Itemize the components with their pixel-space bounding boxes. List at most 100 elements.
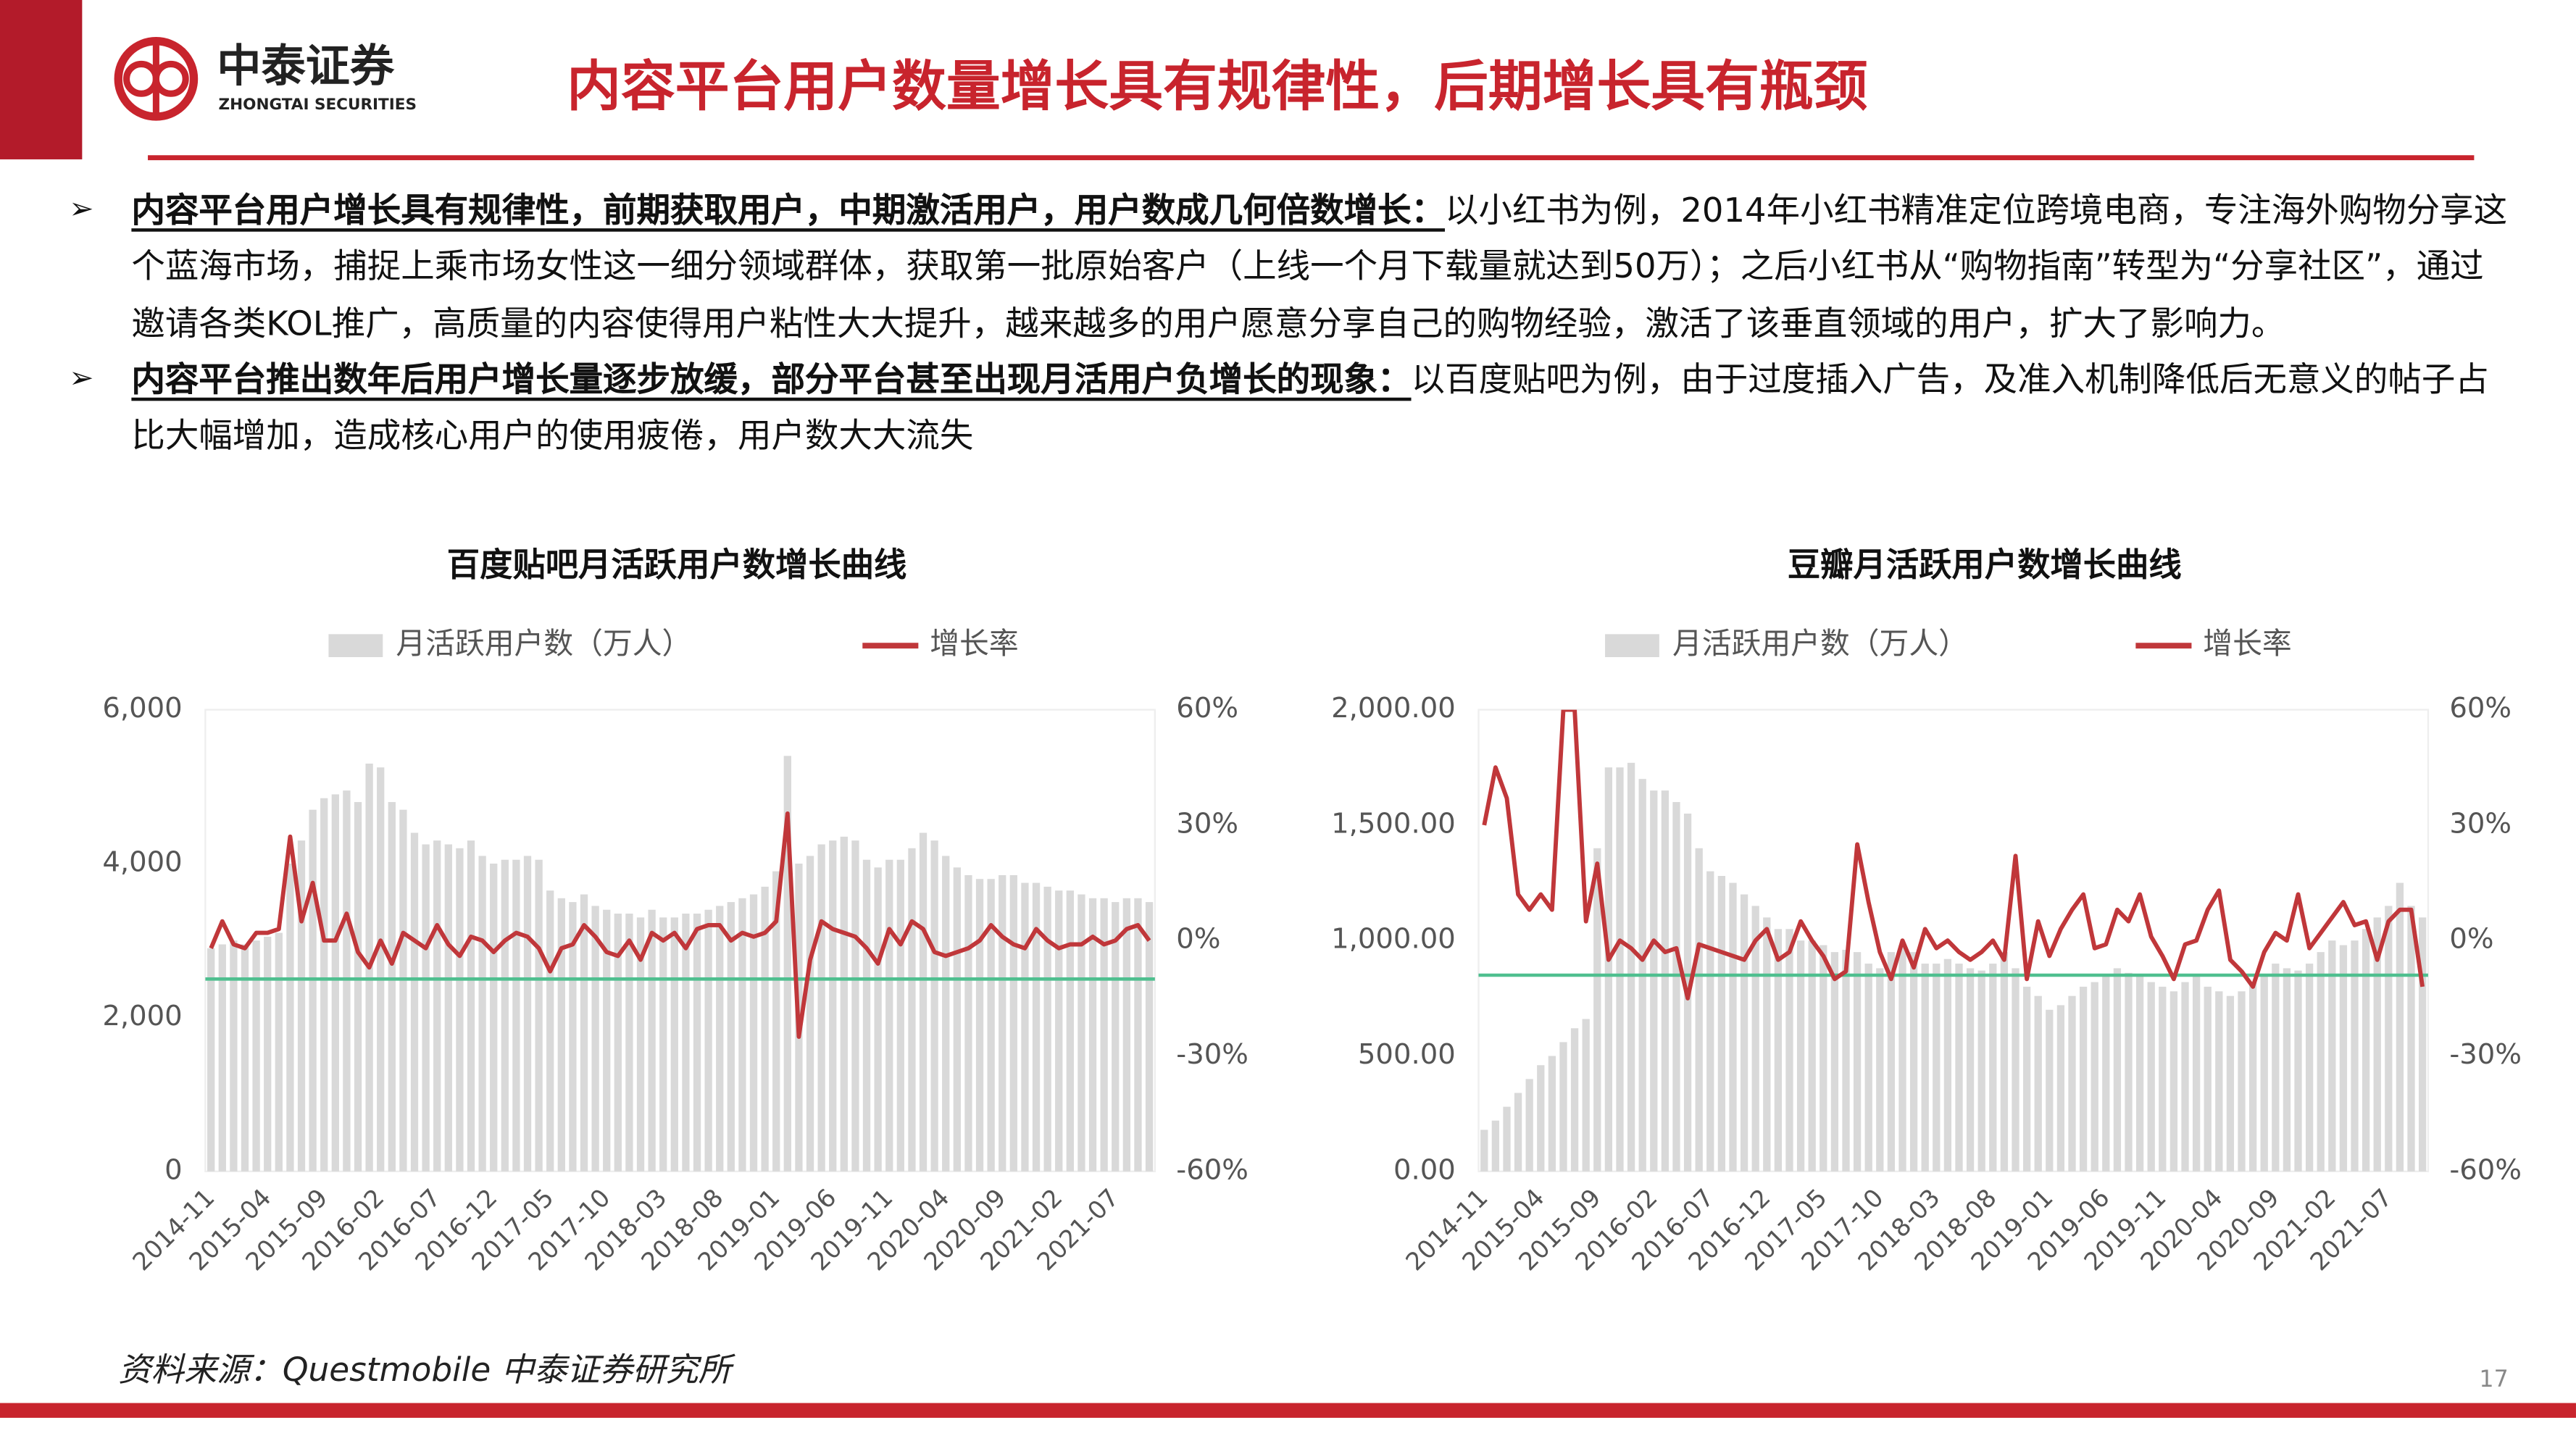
bar: [2283, 968, 2291, 1172]
bar: [625, 914, 633, 1172]
bar: [569, 902, 577, 1172]
bar: [659, 917, 667, 1172]
bar: [953, 867, 961, 1172]
bar: [761, 886, 769, 1172]
bullet-lead: 内容平台用户增长具有规律性，前期获取用户，中期激活用户，用户数成几何倍数增长：: [131, 191, 1446, 230]
bar: [1785, 929, 1793, 1172]
y2-tick-label: -30%: [1176, 1038, 1249, 1071]
bar: [1729, 882, 1737, 1172]
bar: [1672, 802, 1680, 1172]
bar: [874, 867, 882, 1172]
bar: [252, 940, 260, 1172]
y-tick-label: 1,500.00: [1331, 807, 1456, 840]
bar: [2135, 974, 2144, 1172]
y-tick-label: 4,000: [102, 845, 182, 878]
bar: [1966, 968, 1975, 1172]
bullet-text: 以百度贴吧为例，由于过度插入广告，及准入机制降低后无意义的帖子占比大幅增加，造成…: [131, 359, 2489, 456]
bar: [1695, 848, 1703, 1172]
bar: [1077, 894, 1085, 1172]
bar: [1491, 1120, 1500, 1172]
bar: [2091, 982, 2098, 1172]
growth-line: [1482, 709, 2425, 1001]
bar: [1548, 1056, 1556, 1172]
bar: [1593, 848, 1601, 1172]
bar: [1134, 898, 1142, 1172]
plot-area: [1477, 709, 2430, 1172]
bar: [942, 856, 950, 1172]
bar: [727, 902, 735, 1172]
y-tick-label: 2,000: [102, 1000, 182, 1032]
bar: [603, 909, 611, 1172]
bar: [1112, 902, 1120, 1172]
y2-tick-label: -60%: [2449, 1153, 2522, 1186]
bar: [1876, 968, 1884, 1172]
bar: [512, 859, 520, 1172]
bar: [2046, 1009, 2054, 1172]
bar: [716, 906, 724, 1172]
bar: [2294, 970, 2302, 1172]
y2-tick-label: 0%: [1176, 923, 1220, 956]
bar: [2339, 945, 2348, 1172]
bullet-text: 以小红书为例，2014年小红书精准定位跨境电商，专注海外购物分享这个蓝海市场，捕…: [131, 191, 2508, 343]
bar: [1055, 890, 1063, 1172]
bar: [1514, 1093, 1522, 1172]
bar: [749, 894, 758, 1172]
bar: [1570, 1028, 1579, 1172]
page-number: 17: [2479, 1366, 2508, 1392]
bar: [2385, 906, 2393, 1172]
bar: [2328, 940, 2336, 1172]
bar: [2351, 940, 2359, 1172]
bar: [930, 840, 938, 1172]
bar: [1853, 952, 1862, 1172]
bar: [264, 936, 272, 1172]
bar: [388, 802, 396, 1172]
bar: [806, 856, 814, 1172]
bar: [919, 832, 928, 1172]
y2-tick-label: 0%: [2449, 923, 2493, 956]
bar: [896, 859, 904, 1172]
source: 资料来源：Questmobile 中泰证券研究所: [118, 1350, 735, 1389]
bar: [399, 809, 407, 1172]
bar: [1898, 945, 1906, 1172]
bar: [456, 848, 464, 1172]
bar: [964, 874, 972, 1172]
bar: [1943, 959, 1952, 1172]
logo-cn: 中泰证券: [217, 41, 395, 92]
bar: [1122, 898, 1130, 1172]
bar: [999, 874, 1006, 1172]
bar: [2034, 995, 2042, 1172]
bar: [2373, 917, 2381, 1172]
bar: [297, 840, 306, 1172]
bar: [2272, 964, 2280, 1172]
bullet-arrow: ➢: [69, 361, 94, 396]
plot-area: [204, 709, 1156, 1172]
bar: [2012, 968, 2019, 1172]
bar: [2204, 986, 2212, 1172]
bar: [1559, 1042, 1567, 1172]
bar: [1955, 964, 1963, 1172]
bar: [377, 767, 385, 1172]
bar: [1774, 929, 1783, 1172]
bar: [829, 840, 837, 1172]
logo: [114, 37, 199, 121]
bar: [1820, 945, 1827, 1172]
chart-title: 百度贴吧月活跃用户数增长曲线: [447, 546, 907, 584]
bar: [1650, 790, 1658, 1172]
bar: [1100, 898, 1108, 1172]
bar: [1066, 890, 1074, 1172]
bar: [320, 798, 328, 1172]
bar: [1887, 952, 1896, 1172]
bar: [2113, 968, 2122, 1172]
bar: [309, 809, 317, 1172]
bar: [2305, 964, 2314, 1172]
bullet: ➢ 内容平台用户增长具有规律性，前期获取用户，中期激活用户，用户数成几何倍数增长：…: [69, 183, 2513, 351]
bar: [331, 794, 339, 1172]
bar: [987, 879, 995, 1172]
logo-en: ZHONGTAI SECURITIES: [219, 96, 417, 114]
bar: [1525, 1079, 1533, 1172]
bar: [501, 859, 509, 1172]
bar: [2068, 995, 2076, 1172]
legend-label: 增长率: [930, 626, 1018, 661]
bar: [1909, 952, 1918, 1172]
